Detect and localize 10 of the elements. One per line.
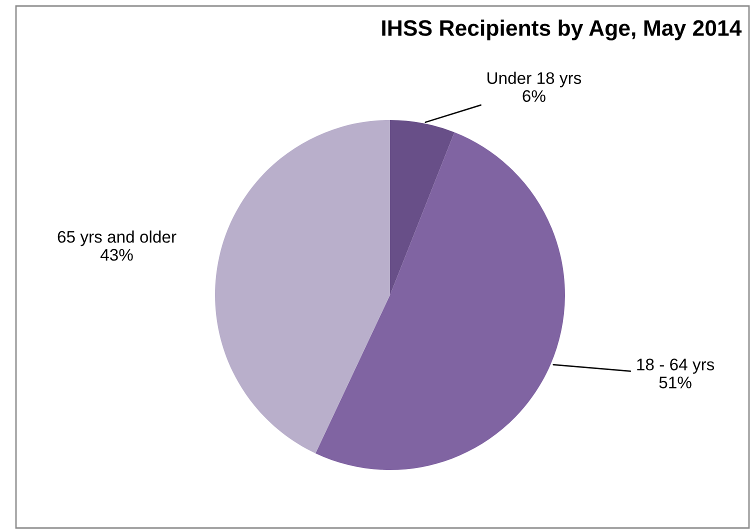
slice-label: 18 - 64 yrs [637, 358, 714, 374]
data-label: 43% [100, 248, 133, 261]
data-label: 6% [522, 90, 546, 102]
pie-slice [215, 120, 390, 454]
slice-label: 65 yrs and older [58, 230, 176, 246]
slice-label: Under 18 yrs [488, 72, 582, 88]
data-label: 51% [659, 376, 692, 388]
chart-title: IHSS Recipients by Age, May 2014 [382, 20, 742, 40]
pie-slice [315, 132, 565, 470]
pie-slice [390, 120, 454, 295]
